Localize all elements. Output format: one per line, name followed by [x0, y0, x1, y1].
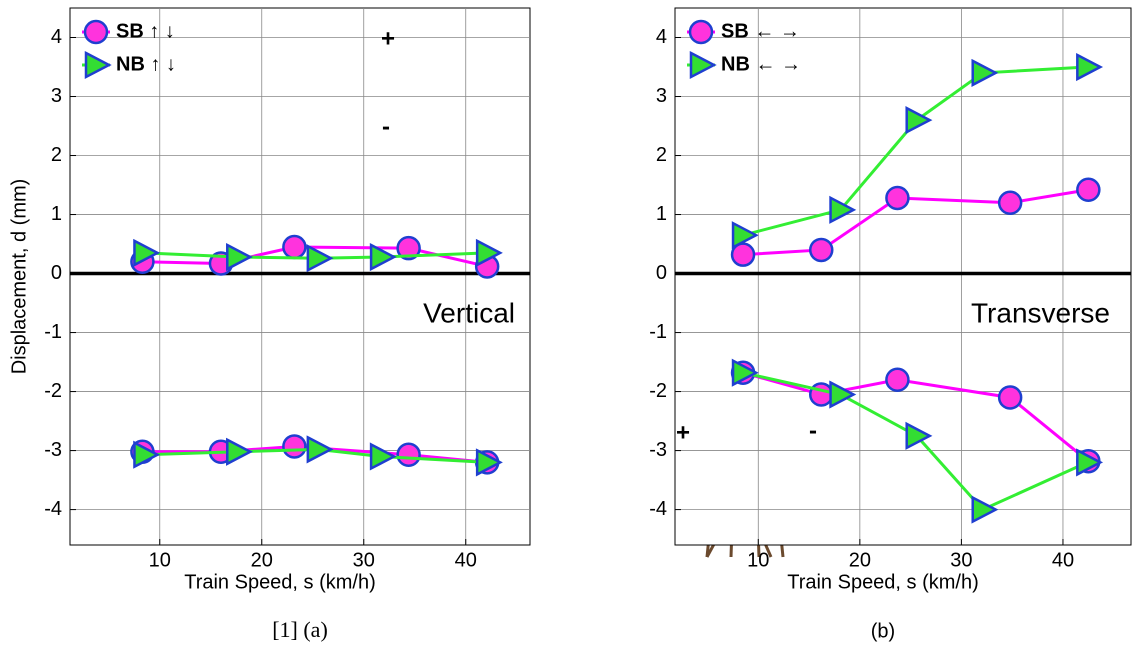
- y-tick-label: 1: [51, 203, 62, 225]
- caption: [1] (a): [272, 617, 328, 642]
- x-tick-label: 30: [353, 549, 375, 571]
- marker-triangle: [306, 244, 334, 273]
- y-tick-label: 2: [51, 144, 62, 166]
- marker-circle: [1076, 177, 1101, 203]
- y-tick-label: -3: [649, 439, 667, 461]
- legend-label: NB ← →: [721, 53, 801, 75]
- legend-marker: [83, 19, 109, 45]
- marker-triangle: [369, 242, 397, 272]
- caption: (b): [871, 620, 895, 642]
- marker-circle: [808, 382, 834, 407]
- annotation: -: [382, 113, 390, 140]
- x-tick-label: 10: [747, 549, 769, 571]
- marker-triangle: [731, 221, 759, 250]
- y-tick-label: 3: [656, 85, 667, 107]
- x-tick-label: 20: [251, 549, 273, 571]
- plot-area: [674, 7, 1132, 546]
- marker-triangle: [369, 442, 397, 471]
- marker-triangle: [306, 435, 334, 464]
- marker-triangle: [475, 238, 503, 267]
- annotation: +: [676, 419, 690, 446]
- marker-triangle: [731, 358, 759, 387]
- marker-triangle: [829, 380, 857, 409]
- y-tick-label: 0: [656, 262, 667, 284]
- annotation: -: [809, 417, 817, 444]
- marker-circle: [730, 242, 756, 267]
- marker-circle: [282, 434, 307, 459]
- x-tick-label: 20: [849, 549, 871, 571]
- marker-circle: [396, 442, 421, 467]
- y-axis-label: Displacement, d (mm): [8, 179, 30, 375]
- y-tick-label: -4: [649, 498, 667, 520]
- marker-circle: [885, 367, 910, 393]
- marker-triangle: [971, 495, 999, 524]
- y-tick-label: -3: [44, 439, 62, 461]
- marker-triangle: [829, 195, 857, 224]
- y-tick-label: 0: [51, 262, 62, 284]
- x-axis-label: Train Speed, s (km/h): [184, 571, 376, 593]
- y-tick-label: -2: [649, 380, 667, 402]
- legend-marker: [688, 19, 714, 45]
- x-tick-label: 10: [149, 549, 171, 571]
- marker-triangle: [1076, 52, 1104, 82]
- marker-circle: [808, 237, 834, 263]
- chart-panel: -4 -3 -2 -1 0 1 2 3 4 10 20 30 40 Train Speed, s (km/…: [8, 7, 531, 642]
- legend-marker: [84, 50, 112, 80]
- y-tick-label: 4: [656, 26, 667, 48]
- marker-triangle: [1076, 448, 1104, 477]
- marker-triangle: [475, 448, 503, 477]
- legend-label: NB ↑ ↓: [116, 53, 176, 75]
- legend-marker: [689, 50, 717, 80]
- y-tick-label: -4: [44, 498, 62, 520]
- chart-panel: -4 -3 -2 -1 0 1 2 3 4 10 20 30 40 Train Speed, s (km/…: [649, 7, 1132, 642]
- marker-triangle: [226, 242, 253, 272]
- annotation: Vertical: [423, 297, 515, 328]
- annotation: Transverse: [971, 297, 1110, 328]
- y-tick-label: -2: [44, 380, 62, 402]
- legend-label: SB ← →: [721, 20, 800, 42]
- marker-circle: [997, 190, 1023, 215]
- marker-triangle: [971, 58, 999, 87]
- x-tick-label: 40: [455, 549, 477, 571]
- legend-label: SB ↑ ↓: [116, 20, 175, 42]
- x-tick-label: 40: [1052, 549, 1074, 571]
- y-tick-label: 3: [51, 85, 62, 107]
- y-tick-label: 2: [656, 144, 667, 166]
- y-tick-label: -1: [44, 321, 62, 343]
- marker-triangle: [133, 238, 161, 267]
- marker-triangle: [905, 421, 933, 450]
- marker-circle: [396, 235, 421, 261]
- y-tick-label: 4: [51, 26, 62, 48]
- marker-circle: [282, 234, 307, 260]
- marker-circle: [997, 385, 1023, 410]
- y-tick-label: 1: [656, 203, 667, 225]
- marker-triangle: [905, 106, 933, 135]
- marker-circle: [885, 185, 910, 211]
- x-tick-label: 30: [950, 549, 972, 571]
- marker-triangle: [133, 440, 161, 469]
- marker-triangle: [226, 437, 253, 466]
- x-axis-label: Train Speed, s (km/h): [787, 571, 979, 593]
- annotation: +: [381, 25, 395, 52]
- y-tick-label: -1: [649, 321, 667, 343]
